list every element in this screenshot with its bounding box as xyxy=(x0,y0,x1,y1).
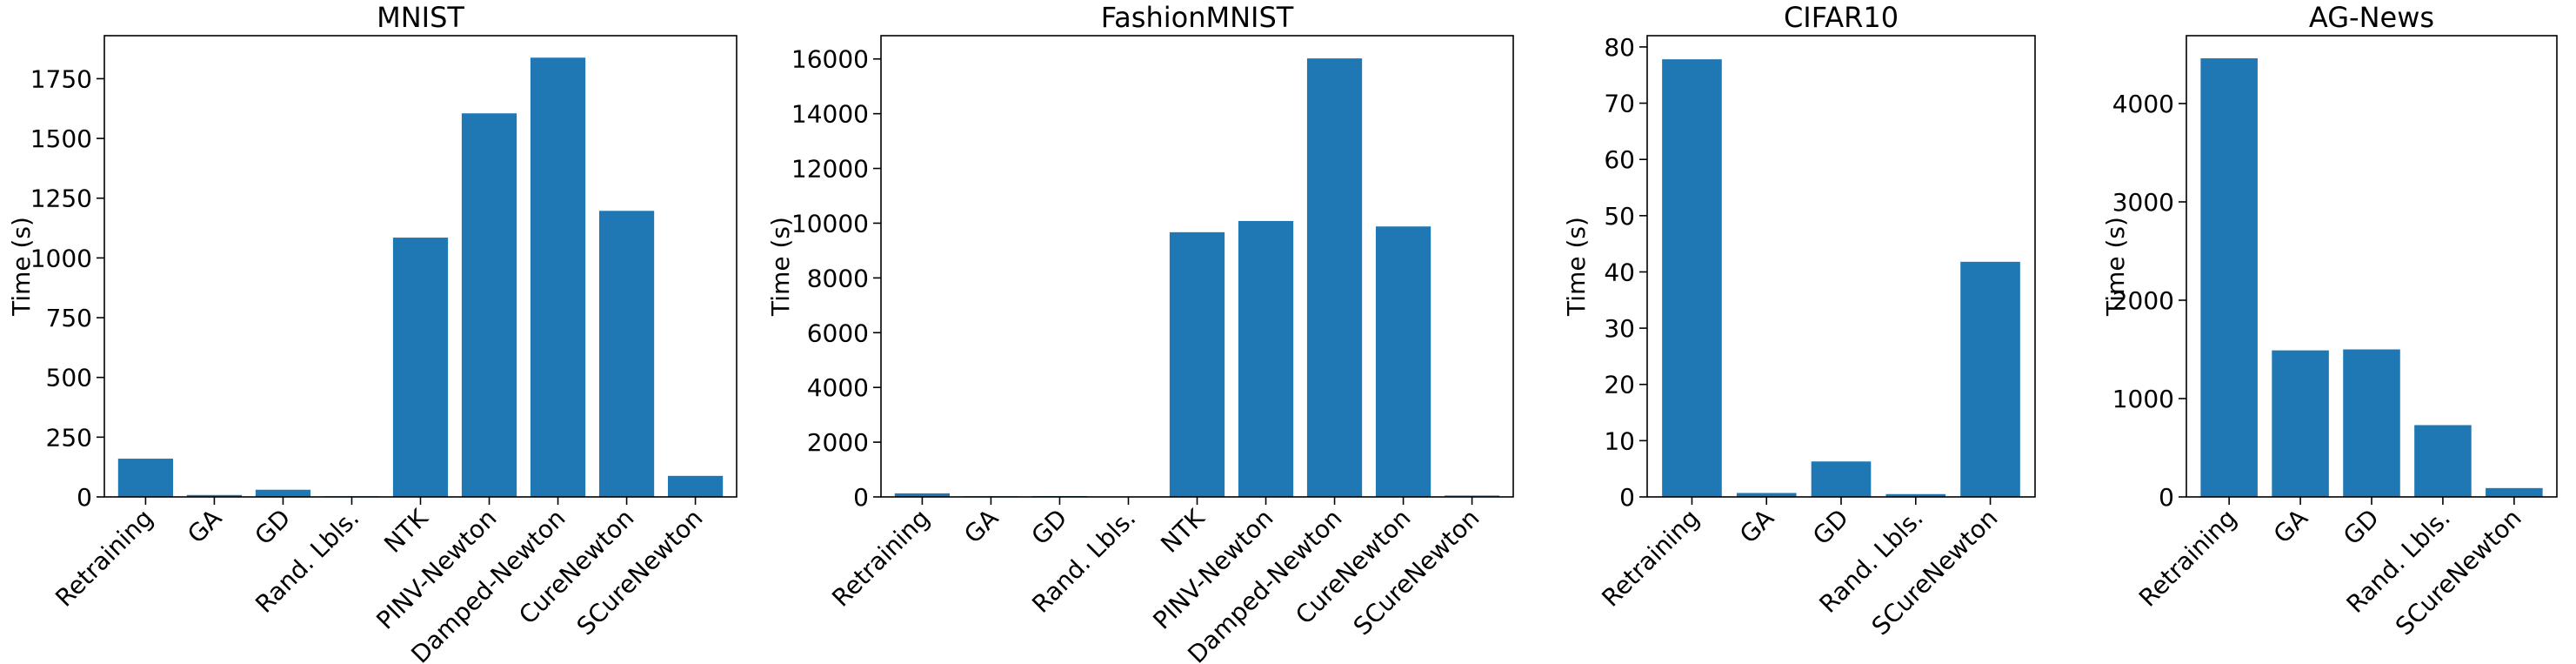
y-tick-label: 40 xyxy=(1604,258,1635,286)
y-tick-label: 1750 xyxy=(30,64,92,93)
y-axis-label: Time (s) xyxy=(1562,217,1591,317)
x-tick-label: GD xyxy=(2338,504,2385,551)
y-tick-label: 50 xyxy=(1604,202,1635,231)
chart-title: AG-News xyxy=(2309,1,2434,34)
bar xyxy=(186,494,243,497)
x-tick-label: Retraining xyxy=(1596,504,1705,613)
y-axis-label: Time (s) xyxy=(7,217,36,317)
bar xyxy=(598,211,655,498)
bar xyxy=(530,57,586,497)
chart-title: CIFAR10 xyxy=(1784,1,1899,34)
y-tick-label: 0 xyxy=(1619,483,1635,512)
bar xyxy=(1662,59,1722,498)
x-tick-label: PINV-Newton xyxy=(1147,504,1278,635)
bar xyxy=(1811,461,1872,497)
bar xyxy=(2486,487,2543,497)
y-tick-label: 80 xyxy=(1604,33,1635,62)
x-tick-label: SCureNewton xyxy=(2390,504,2527,641)
y-tick-label: 750 xyxy=(46,304,92,332)
y-tick-label: 500 xyxy=(46,364,92,392)
y-tick-label: 8000 xyxy=(807,264,869,292)
bar xyxy=(1238,220,1294,497)
bar xyxy=(392,238,449,497)
y-tick-label: 1000 xyxy=(30,244,92,272)
bar xyxy=(117,459,174,497)
bar xyxy=(2414,425,2472,497)
panel-fashionmnist: FashionMNIST Time (s) 0 2000 4000 6000 8000 1… xyxy=(766,1,1514,664)
bar xyxy=(1169,231,1225,497)
chart-title: MNIST xyxy=(377,1,464,34)
y-tick-label: 250 xyxy=(46,423,92,452)
y-tick-label: 60 xyxy=(1604,145,1635,174)
y-axis-label: Time (s) xyxy=(2101,217,2130,317)
x-tick-label: NTK xyxy=(1155,503,1211,559)
y-axis-label: Time (s) xyxy=(766,217,795,317)
y-tick-label: 1000 xyxy=(2112,385,2174,413)
bar xyxy=(667,475,724,497)
x-tick-label: SCureNewton xyxy=(571,504,709,641)
x-tick-label: GA xyxy=(958,504,1004,549)
y-tick-label: 2000 xyxy=(807,428,869,457)
panel-cifar10: CIFAR10 Time (s) 0 10 20 30 40 50 60 70 80 Retrai… xyxy=(1562,1,2036,641)
y-tick-label: 6000 xyxy=(807,319,869,347)
x-tick-label: GD xyxy=(1807,504,1854,551)
x-tick-label: GA xyxy=(182,504,227,549)
bar xyxy=(1375,226,1431,497)
bar xyxy=(894,493,951,497)
y-tick-label: 30 xyxy=(1604,314,1635,343)
bar xyxy=(255,489,311,497)
y-tick-label: 70 xyxy=(1604,90,1635,118)
bar xyxy=(2200,57,2258,498)
x-tick-label: NTK xyxy=(378,503,434,559)
y-tick-label: 10 xyxy=(1604,426,1635,455)
y-tick-label: 4000 xyxy=(2112,90,2174,118)
y-tick-label: 0 xyxy=(77,483,92,512)
x-tick-label: GD xyxy=(1025,504,1072,551)
x-tick-label: Retraining xyxy=(2133,504,2242,613)
x-tick-label: PINV-Newton xyxy=(370,504,502,635)
bar xyxy=(1885,493,1946,497)
y-tick-label: 12000 xyxy=(791,155,869,184)
y-tick-label: 14000 xyxy=(791,100,869,129)
panel-mnist: MNIST Time (s) 0 250 500 750 1000 1250 1500 175… xyxy=(7,1,737,664)
x-tick-label: GA xyxy=(2268,504,2313,549)
y-tick-label: 0 xyxy=(2159,483,2174,512)
y-tick-label: 0 xyxy=(853,483,869,512)
y-tick-label: 16000 xyxy=(791,45,869,74)
bar xyxy=(2343,349,2400,497)
y-tick-label: 2000 xyxy=(2112,286,2174,315)
chart-title: FashionMNIST xyxy=(1101,1,1294,34)
bar xyxy=(1306,58,1363,498)
y-tick-label: 4000 xyxy=(807,373,869,402)
x-tick-label: Retraining xyxy=(50,504,158,613)
x-tick-label: Retraining xyxy=(826,504,935,613)
y-tick-label: 1500 xyxy=(30,124,92,153)
x-tick-label: GA xyxy=(1734,504,1779,549)
bar xyxy=(1960,261,2020,497)
x-tick-label: GD xyxy=(249,504,296,551)
y-tick-label: 20 xyxy=(1604,371,1635,399)
y-tick-label: 3000 xyxy=(2112,188,2174,217)
x-tick-label: SCureNewton xyxy=(1348,504,1485,641)
y-tick-label: 10000 xyxy=(791,209,869,238)
y-tick-label: 1250 xyxy=(30,184,92,213)
bar xyxy=(1736,493,1797,497)
bar xyxy=(2272,350,2329,497)
panel-ag-news: AG-News Time (s) 0 1000 2000 3000 4000 Retrai… xyxy=(2101,1,2558,641)
bar xyxy=(461,113,517,497)
